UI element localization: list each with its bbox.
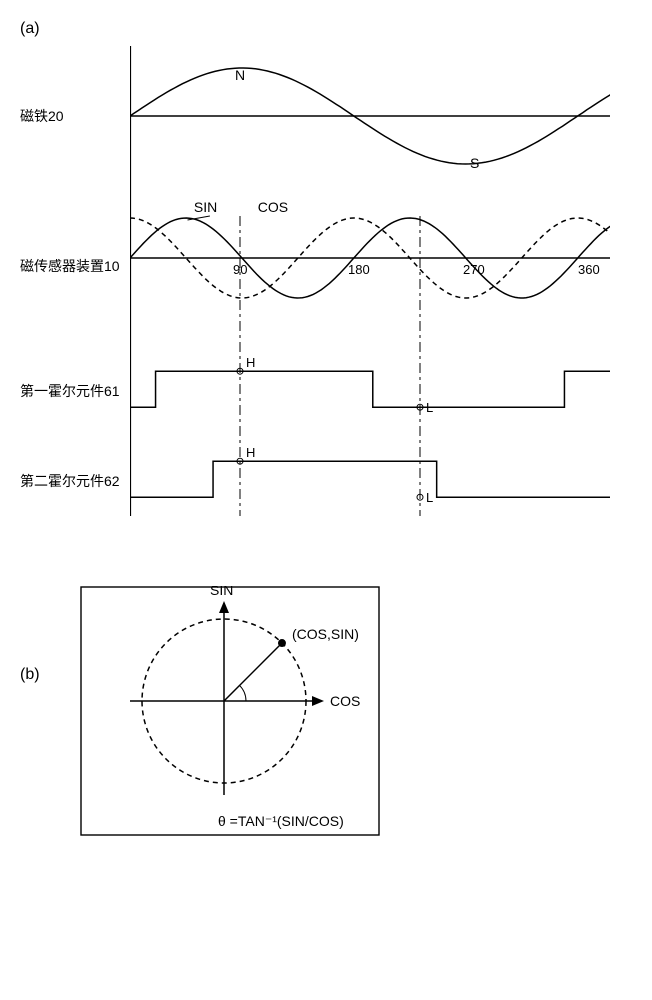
svg-text:N: N [235,67,245,83]
panel-a: (a) 磁铁20 磁传感器装置10 第一霍尔元件61 第二霍尔元件62 N S SI… [20,20,632,526]
svg-text:180: 180 [348,262,370,277]
svg-text:SIN: SIN [210,586,233,598]
panel-b: (b) SIN COS (COS,SIN) θ =TAN⁻¹(SIN/COS) [20,586,632,836]
svg-text:SIN: SIN [194,199,217,215]
svg-text:COS: COS [258,199,288,215]
svg-text:(COS,SIN): (COS,SIN) [292,626,359,642]
svg-text:270: 270 [463,262,485,277]
svg-text:COS: COS [330,693,360,709]
hall1-label: 第一霍尔元件61 [20,346,130,436]
svg-text:H: H [246,355,255,370]
svg-text:360: 360 [578,262,600,277]
svg-text:S: S [470,155,479,171]
panel-a-grid: 磁铁20 磁传感器装置10 第一霍尔元件61 第二霍尔元件62 N S SIN COS… [20,46,632,526]
hall2-label: 第二霍尔元件62 [20,436,130,526]
svg-text:90: 90 [233,262,247,277]
panel-a-svgs: NSSINCOS090180270360HLHL [130,46,610,526]
panel-a-svg: NSSINCOS090180270360HLHL [130,46,610,526]
svg-text:θ =TAN⁻¹(SIN/COS): θ =TAN⁻¹(SIN/COS) [218,813,344,829]
svg-text:L: L [426,490,433,505]
panel-b-svg: SIN COS (COS,SIN) θ =TAN⁻¹(SIN/COS) [80,586,380,836]
panel-a-label: (a) [20,20,632,38]
svg-text:H: H [246,445,255,460]
panel-b-label: (b) [20,666,40,684]
panel-a-labels-col: 磁铁20 磁传感器装置10 第一霍尔元件61 第二霍尔元件62 [20,46,130,526]
magnet-label: 磁铁20 [20,46,130,186]
sensor-label: 磁传感器装置10 [20,186,130,346]
svg-text:L: L [426,400,433,415]
